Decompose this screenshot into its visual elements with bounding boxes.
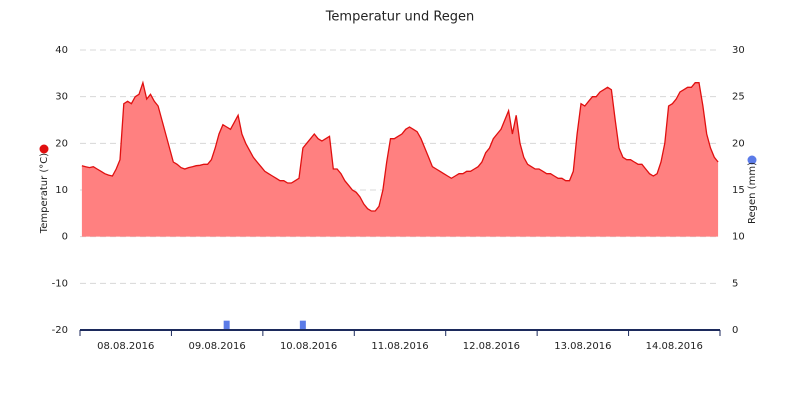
y-tick-label: 30 (55, 92, 68, 103)
y-axis-title: Temperatur (°C) (39, 153, 50, 234)
y2-axis-title: Regen (mm) (747, 162, 758, 224)
y2-tick-label: 5 (732, 278, 738, 289)
y2-tick-label: 15 (732, 185, 745, 196)
y2-tick-label: 20 (732, 138, 745, 149)
x-tick-label: 08.08.2016 (97, 341, 154, 352)
y2-tick-label: 10 (732, 232, 745, 243)
x-tick-label: 09.08.2016 (189, 341, 246, 352)
y-tick-label: 20 (55, 138, 68, 149)
y-tick-label: -10 (52, 278, 68, 289)
x-tick-label: 11.08.2016 (371, 341, 428, 352)
temperature-marker (39, 144, 49, 154)
rain-marker (747, 155, 757, 165)
rain-bar (223, 320, 230, 330)
x-tick-label: 12.08.2016 (463, 341, 520, 352)
y-tick-label: 0 (62, 232, 68, 243)
y2-tick-label: 30 (732, 45, 745, 56)
rain-bar (299, 320, 306, 330)
x-tick-label: 13.08.2016 (554, 341, 611, 352)
y-tick-label: -20 (52, 325, 68, 336)
y-tick-label: 10 (55, 185, 68, 196)
y-tick-label: 40 (55, 45, 68, 56)
temperature-area (81, 82, 719, 237)
x-tick-label: 14.08.2016 (646, 341, 703, 352)
y2-tick-label: 0 (732, 325, 738, 336)
chart-title: Temperatur und Regen (325, 10, 475, 25)
y2-tick-label: 25 (732, 92, 745, 103)
x-tick-label: 10.08.2016 (280, 341, 337, 352)
temperature-line (81, 80, 719, 212)
